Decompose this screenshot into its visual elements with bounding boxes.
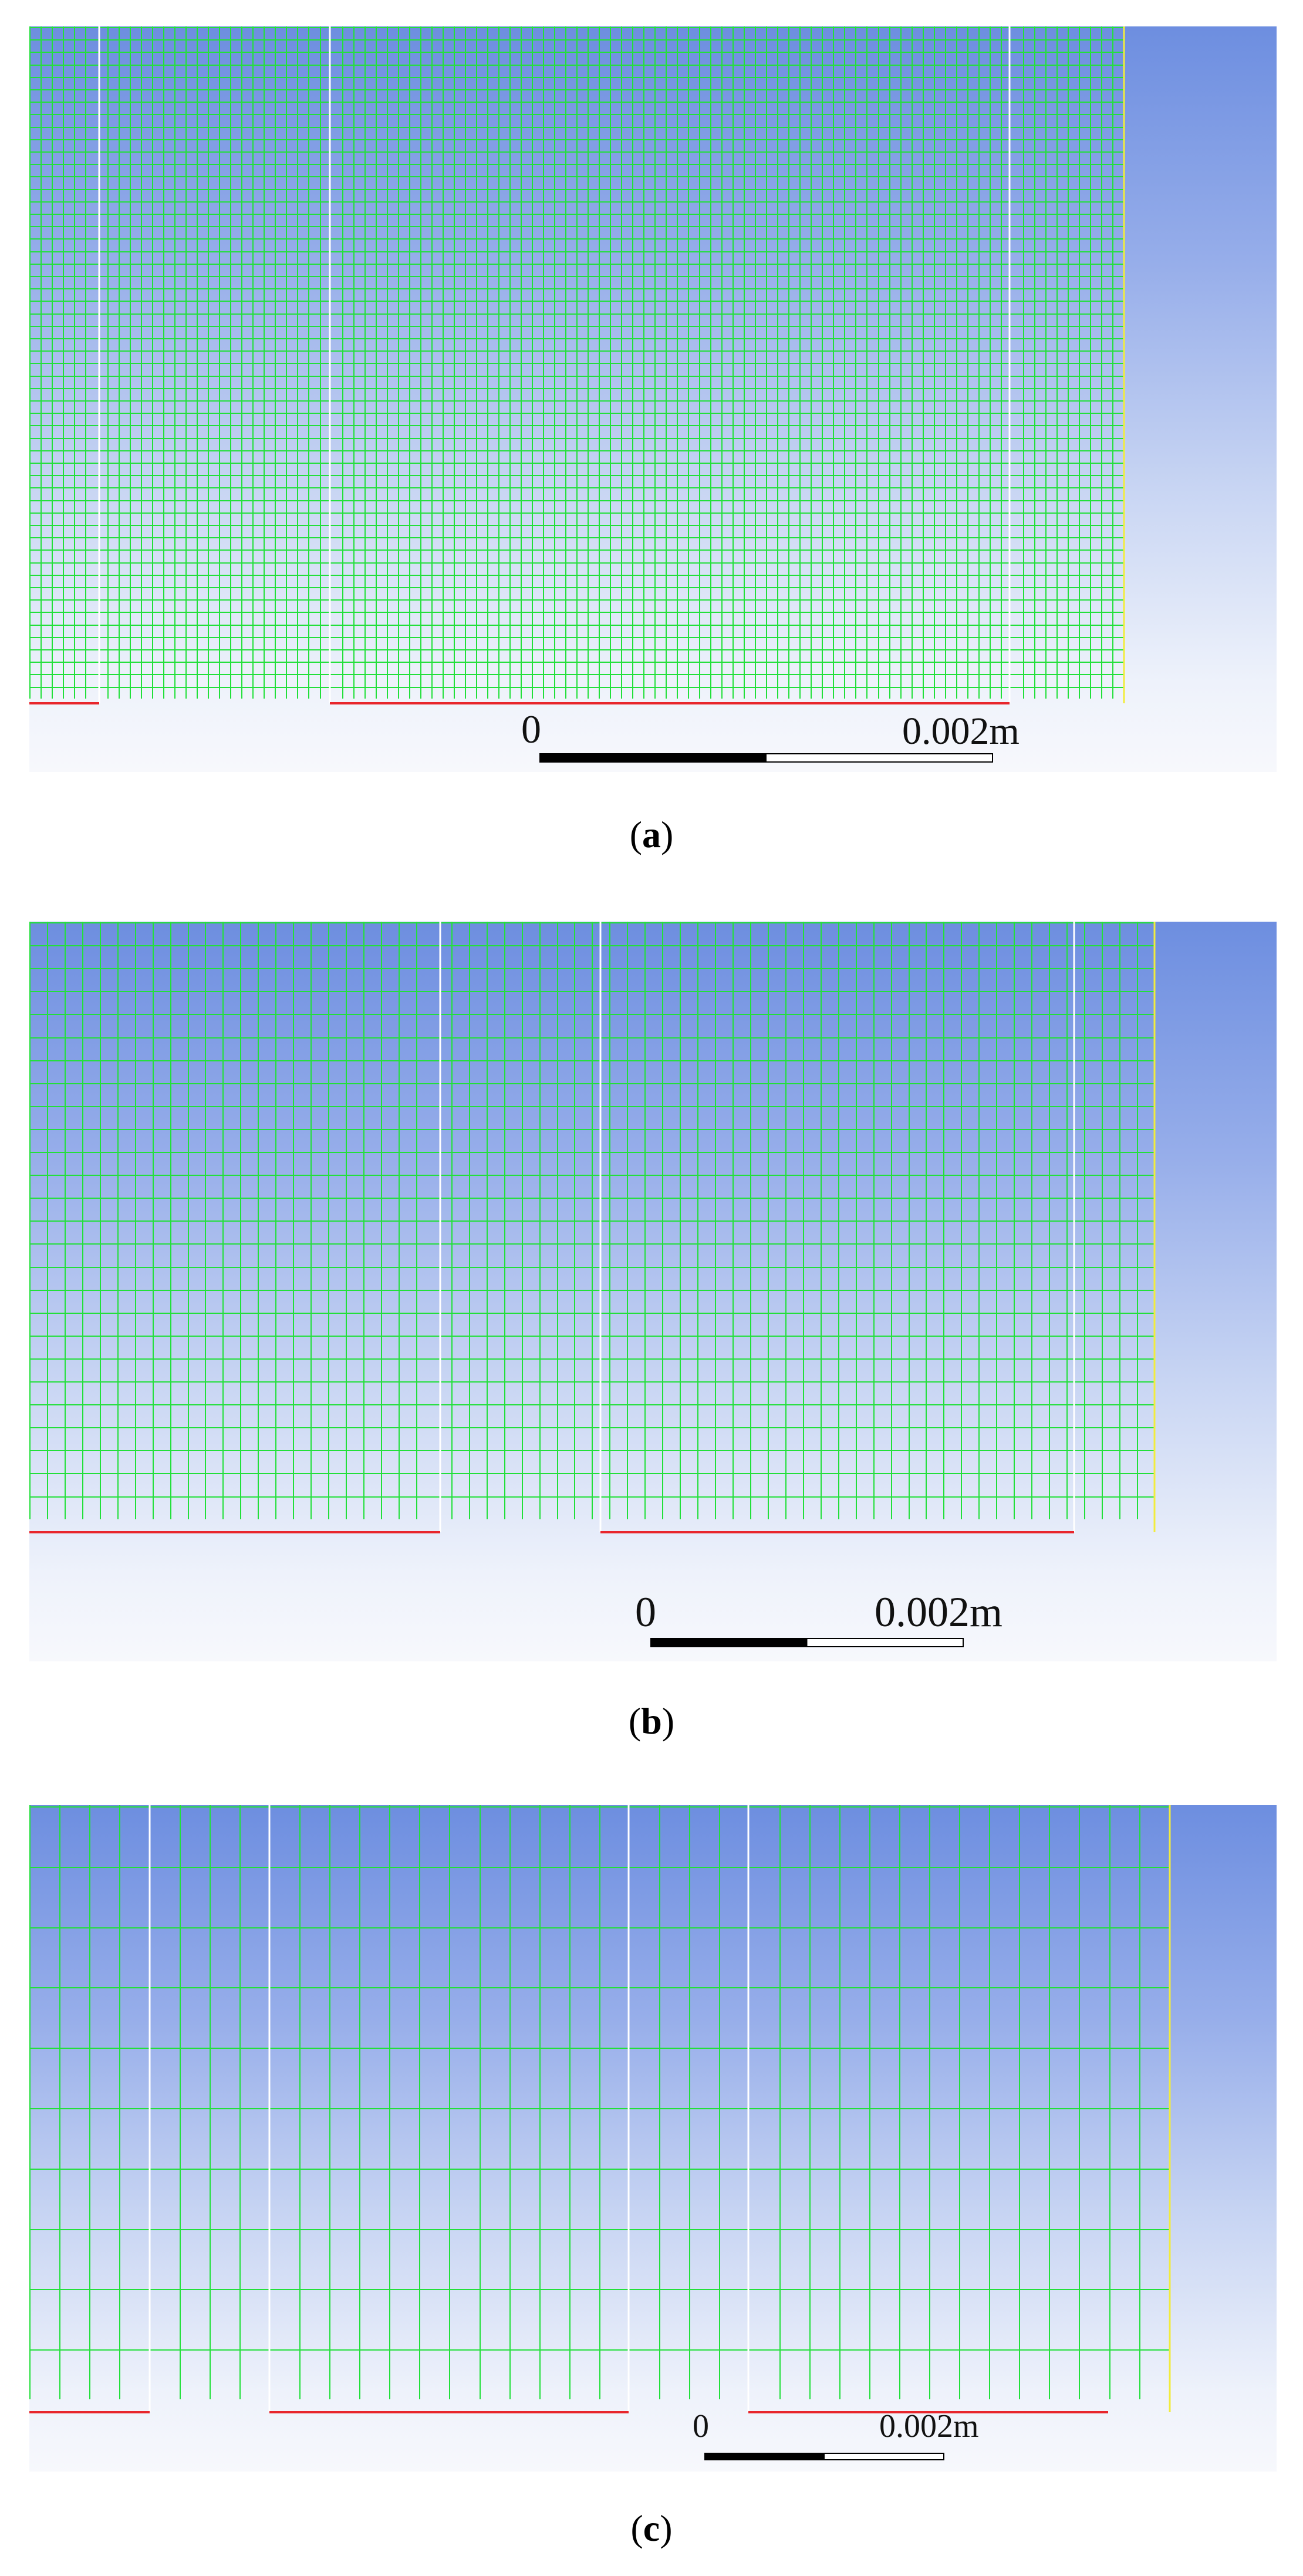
scale-bar-filled-half — [650, 1638, 807, 1647]
scale-bar-filled-half — [704, 2453, 824, 2460]
scale-bar-zero-label: 0 — [693, 2408, 709, 2444]
mesh-grid-a — [29, 26, 1125, 763]
panel-caption-b: (b) — [628, 1700, 675, 1742]
scale-bar-open-half — [823, 2453, 944, 2460]
gradient-background — [29, 1805, 1277, 2472]
scale-bar-zero-label: 0 — [521, 707, 541, 751]
mesh-grid-c — [29, 1805, 1171, 2460]
scale-bar-zero-label: 0 — [635, 1589, 656, 1636]
scale-bar-open-half — [806, 1638, 964, 1647]
mesh-panel-c: 0 0.002m — [29, 1805, 1277, 2472]
scale-bar-open-half — [765, 753, 993, 763]
gradient-background — [29, 922, 1277, 1661]
mesh-panel-b: 0 0.002m — [29, 922, 1277, 1661]
panel-caption-c: (c) — [630, 2507, 673, 2549]
mesh-panel-a: 0 0.002m — [29, 26, 1277, 772]
scale-bar-length-label: 0.002m — [875, 1589, 1003, 1636]
scale-bar-length-label: 0.002m — [902, 710, 1020, 753]
scale-bar-filled-half — [539, 753, 766, 763]
panel-caption-a: (a) — [629, 814, 674, 855]
mesh-grid-b — [29, 922, 1156, 1647]
scale-bar-length-label: 0.002m — [879, 2408, 979, 2444]
